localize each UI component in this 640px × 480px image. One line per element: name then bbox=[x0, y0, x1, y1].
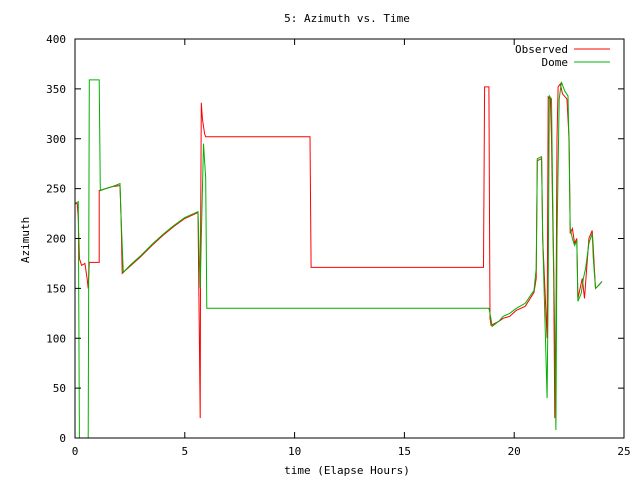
y-tick-label: 400 bbox=[46, 33, 66, 46]
series-line-observed bbox=[75, 82, 603, 419]
x-tick-label: 0 bbox=[72, 445, 79, 458]
x-tick-label: 5 bbox=[181, 445, 188, 458]
x-tick-label: 20 bbox=[508, 445, 521, 458]
y-tick-label: 50 bbox=[53, 382, 66, 395]
legend-label-dome: Dome bbox=[542, 56, 569, 69]
series-line-dome bbox=[74, 79, 603, 439]
legend-label-observed: Observed bbox=[515, 43, 568, 56]
y-tick-label: 150 bbox=[46, 282, 66, 295]
series-layer bbox=[74, 79, 603, 439]
x-tick-label: 15 bbox=[398, 445, 411, 458]
y-tick-label: 100 bbox=[46, 332, 66, 345]
y-axis-label: Azimuth bbox=[19, 217, 32, 263]
y-tick-label: 300 bbox=[46, 133, 66, 146]
y-tick-label: 250 bbox=[46, 183, 66, 196]
plot-frame bbox=[74, 38, 625, 439]
x-tick-label: 10 bbox=[288, 445, 301, 458]
x-tick-label: 25 bbox=[617, 445, 630, 458]
chart-title: 5: Azimuth vs. Time bbox=[284, 12, 410, 25]
y-tick-label: 350 bbox=[46, 83, 66, 96]
x-axis-label: time (Elapse Hours) bbox=[284, 464, 410, 477]
y-tick-label: 0 bbox=[59, 432, 66, 445]
y-tick-label: 200 bbox=[46, 233, 66, 246]
